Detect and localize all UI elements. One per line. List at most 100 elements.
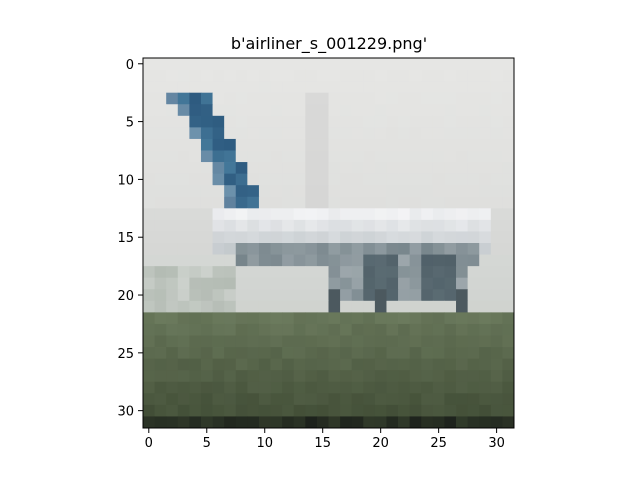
- image-pixel: [386, 196, 399, 209]
- image-pixel: [200, 231, 213, 244]
- image-pixel: [363, 81, 376, 94]
- image-pixel: [293, 266, 306, 279]
- image-pixel: [328, 300, 341, 313]
- image-pixel: [224, 138, 237, 151]
- image-pixel: [432, 300, 445, 313]
- image-pixel: [270, 231, 283, 244]
- image-pixel: [409, 347, 422, 360]
- image-pixel: [432, 381, 445, 394]
- image-pixel: [282, 185, 295, 198]
- image-pixel: [189, 300, 202, 313]
- image-pixel: [479, 335, 492, 348]
- image-pixel: [432, 358, 445, 371]
- image-pixel: [340, 208, 353, 221]
- image-pixel: [166, 69, 179, 82]
- image-pixel: [363, 104, 376, 117]
- image-pixel: [154, 404, 167, 417]
- image-pixel: [316, 92, 329, 105]
- image-pixel: [189, 381, 202, 394]
- image-pixel: [282, 358, 295, 371]
- image-pixel: [200, 323, 213, 336]
- image-pixel: [258, 323, 271, 336]
- image-pixel: [386, 266, 399, 279]
- image-pixel: [502, 347, 515, 360]
- image-pixel: [247, 219, 260, 232]
- image-pixel: [235, 289, 248, 302]
- image-pixel: [224, 208, 237, 221]
- image-pixel: [386, 358, 399, 371]
- image-pixel: [293, 323, 306, 336]
- image-pixel: [282, 370, 295, 383]
- image-pixel: [235, 347, 248, 360]
- image-pixel: [235, 243, 248, 255]
- y-tick-label: 20: [117, 289, 134, 304]
- image-pixel: [409, 219, 422, 232]
- image-pixel: [386, 104, 399, 117]
- image-pixel: [386, 335, 399, 348]
- image-pixel: [351, 208, 364, 221]
- image-pixel: [282, 254, 295, 267]
- image-pixel: [432, 404, 445, 417]
- image-pixel: [490, 219, 503, 232]
- image-pixel: [189, 404, 202, 417]
- image-pixel: [305, 243, 318, 255]
- image-pixel: [363, 404, 376, 417]
- image-pixel: [166, 81, 179, 94]
- image-pixel: [340, 266, 353, 279]
- image-pixel: [409, 323, 422, 336]
- image-pixel: [224, 162, 237, 175]
- image-pixel: [305, 150, 318, 163]
- image-pixel: [363, 92, 376, 105]
- image-pixel: [177, 312, 190, 325]
- image-pixel: [154, 92, 167, 105]
- image-pixel: [479, 58, 492, 70]
- image-pixel: [247, 127, 260, 140]
- image-pixel: [224, 219, 237, 232]
- image-pixel: [490, 115, 503, 128]
- image-pixel: [386, 150, 399, 163]
- image-pixel: [351, 416, 364, 429]
- image-pixel: [305, 335, 318, 348]
- image-pixel: [189, 162, 202, 175]
- image-pixel: [421, 335, 434, 348]
- image-pixel: [444, 196, 457, 209]
- image-pixel: [351, 231, 364, 244]
- image-pixel: [305, 300, 318, 313]
- image-pixel: [328, 231, 341, 244]
- image-pixel: [293, 173, 306, 186]
- image-pixel: [212, 58, 225, 70]
- image-pixel: [154, 370, 167, 383]
- image-pixel: [247, 393, 260, 406]
- image-pixel: [316, 231, 329, 244]
- image-pixel: [224, 277, 237, 290]
- image-pixel: [421, 370, 434, 383]
- image-pixel: [143, 381, 155, 394]
- image-pixel: [305, 323, 318, 336]
- image-pixel: [258, 312, 271, 325]
- image-pixel: [154, 335, 167, 348]
- image-pixel: [293, 185, 306, 198]
- image-pixel: [409, 243, 422, 255]
- image-pixel: [270, 219, 283, 232]
- image-pixel: [258, 92, 271, 105]
- image-pixel: [351, 277, 364, 290]
- image-pixel: [235, 219, 248, 232]
- image-pixel: [328, 312, 341, 325]
- image-pixel: [479, 219, 492, 232]
- image-pixel: [200, 162, 213, 175]
- image-pixel: [177, 58, 190, 70]
- image-pixel: [270, 300, 283, 313]
- image-pixel: [432, 266, 445, 279]
- image-pixel: [398, 219, 411, 232]
- image-pixel: [479, 393, 492, 406]
- image-pixel: [479, 358, 492, 371]
- image-pixel: [340, 150, 353, 163]
- image-pixel: [177, 254, 190, 267]
- image-pixel: [456, 370, 469, 383]
- image-pixel: [247, 266, 260, 279]
- image-pixel: [479, 150, 492, 163]
- image-pixel: [258, 127, 271, 140]
- image-pixel: [328, 69, 341, 82]
- image-pixel: [270, 289, 283, 302]
- image-pixel: [432, 312, 445, 325]
